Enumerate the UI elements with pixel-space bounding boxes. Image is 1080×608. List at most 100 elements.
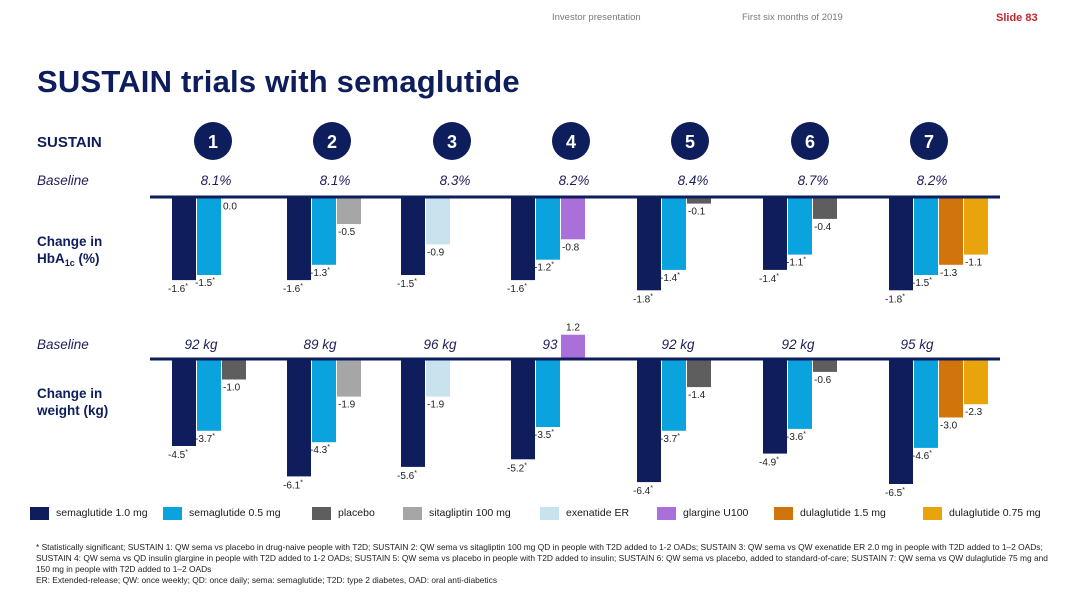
chart-svg: SUSTAIN 1 2 3 4 5 6 7 Baseline Baseline Change in H… xyxy=(36,122,1000,499)
weight-bar-glargine xyxy=(561,334,585,358)
trial-circle-2 xyxy=(313,122,351,160)
weight-bar-sema05 xyxy=(662,360,686,431)
hba1c-data-label: -1.3* xyxy=(310,267,330,279)
hba1c-baseline-value: 8.1% xyxy=(320,173,351,188)
legend-swatch xyxy=(774,506,793,520)
weight-bar-sitagliptin xyxy=(337,360,361,397)
row-label-sustain: SUSTAIN xyxy=(37,134,102,151)
weight-bar-placebo xyxy=(222,360,246,380)
weight-data-label: -3.7* xyxy=(660,433,680,445)
legend-item-sema10: semaglutide 1.0 mg xyxy=(30,504,148,522)
weight-data-label: -4.5* xyxy=(168,449,188,461)
weight-data-label: -3.6* xyxy=(786,431,806,443)
hba1c-bar-sema10 xyxy=(172,198,196,281)
legend-label: placebo xyxy=(338,507,375,519)
hba1c-bar-sema10 xyxy=(511,198,535,281)
trial-circle-3 xyxy=(433,122,471,160)
hba1c-bar-placebo xyxy=(813,198,837,219)
trial-circle-5 xyxy=(671,122,709,160)
trial-circle-4 xyxy=(552,122,590,160)
legend-label: dulaglutide 0.75 mg xyxy=(949,507,1041,519)
hba1c-data-label: -1.5* xyxy=(195,277,215,289)
weight-data-label: -5.2* xyxy=(507,462,527,474)
hba1c-baseline-value: 8.2% xyxy=(559,173,590,188)
hba1c-data-label: -1.4* xyxy=(660,272,680,284)
weight-baseline-value: 89 kg xyxy=(303,337,337,352)
hba1c-baseline-value: 8.3% xyxy=(440,173,471,188)
weight-bar-sema10 xyxy=(172,360,196,446)
weight-bar-sema10 xyxy=(763,360,787,454)
trial-number-4: 4 xyxy=(566,132,576,152)
weight-baseline-value: 92 kg xyxy=(781,337,815,352)
slide-number: Slide 83 xyxy=(996,12,1038,24)
legend-swatch xyxy=(657,506,676,520)
hba1c-baseline-value: 8.2% xyxy=(917,173,948,188)
weight-bar-sema10 xyxy=(889,360,913,484)
trial-circle-6 xyxy=(791,122,829,160)
hba1c-data-label: -1.1 xyxy=(965,258,983,269)
weight-data-label: -4.9* xyxy=(759,457,779,469)
weight-data-label: -1.0 xyxy=(223,383,241,394)
hba1c-data-label: -1.4* xyxy=(759,273,779,285)
weight-data-label: -6.1* xyxy=(283,479,303,491)
hba1c-data-label: 0.0 xyxy=(223,202,237,213)
trial-number-7: 7 xyxy=(924,132,934,152)
weight-data-label: -5.6* xyxy=(397,470,417,482)
header-period: First six months of 2019 xyxy=(742,12,843,23)
weight-change-label-line1: Change in xyxy=(37,386,102,401)
weight-data-label: -1.9 xyxy=(338,400,356,411)
weight-bar-sema10 xyxy=(511,360,535,460)
weight-bar-sema10 xyxy=(401,360,425,467)
weight-data-label: -6.5* xyxy=(885,487,905,499)
hba1c-data-label: -0.4 xyxy=(814,222,832,233)
weight-data-label: -3.5* xyxy=(534,429,554,441)
legend-swatch xyxy=(403,506,422,520)
hba1c-baseline-value: 8.7% xyxy=(798,173,829,188)
hba1c-data-label: -0.8 xyxy=(562,242,580,253)
weight-data-label: -1.9 xyxy=(427,400,445,411)
hba1c-bar-glargine xyxy=(561,198,585,240)
weight-change-label-line2: weight (kg) xyxy=(36,403,108,418)
hba1c-bar-placebo xyxy=(687,198,711,204)
legend-item-sitagliptin: sitagliptin 100 mg xyxy=(403,504,511,522)
trial-number-5: 5 xyxy=(685,132,695,152)
hba1c-baseline-value: 8.4% xyxy=(678,173,709,188)
hba1c-data-label: -1.2* xyxy=(534,262,554,274)
footnotes: * Statistically significant; SUSTAIN 1: … xyxy=(36,542,1061,586)
hba1c-data-label: -0.5 xyxy=(338,227,356,238)
trial-number-6: 6 xyxy=(805,132,815,152)
hba1c-data-label: -1.6* xyxy=(507,283,527,295)
weight-data-label: -2.3 xyxy=(965,407,983,418)
hba1c-change-label-line2: HbA1c (%) xyxy=(37,251,100,268)
legend-swatch xyxy=(30,506,49,520)
hba1c-data-label: -1.8* xyxy=(633,293,653,305)
legend-swatch xyxy=(540,506,559,520)
weight-baseline-value: 95 kg xyxy=(900,337,934,352)
weight-baseline-value: 96 kg xyxy=(423,337,457,352)
hba1c-data-label: -1.3 xyxy=(940,268,958,279)
hba1c-data-label: -1.8* xyxy=(885,293,905,305)
legend-item-exenatide: exenatide ER xyxy=(540,504,629,522)
hba1c-data-label: -0.9 xyxy=(427,247,445,258)
weight-bar-sema05 xyxy=(536,360,560,427)
page-title: SUSTAIN trials with semaglutide xyxy=(37,64,520,99)
hba1c-data-label: -1.6* xyxy=(283,283,303,295)
legend-label: dulaglutide 1.5 mg xyxy=(800,507,886,519)
weight-bar-sema10 xyxy=(637,360,661,483)
hba1c-data-label: -0.1 xyxy=(688,207,706,218)
legend-item-dula075: dulaglutide 0.75 mg xyxy=(923,504,1041,522)
legend-swatch xyxy=(923,506,942,520)
legend-swatch xyxy=(312,506,331,520)
hba1c-bar-sema10 xyxy=(637,198,661,291)
hba1c-bar-exenatide xyxy=(426,198,450,245)
weight-data-label: -3.7* xyxy=(195,433,215,445)
trial-number-2: 2 xyxy=(327,132,337,152)
legend-swatch xyxy=(163,506,182,520)
weight-data-label: 1.2 xyxy=(566,323,580,334)
hba1c-bar-sema10 xyxy=(763,198,787,270)
weight-data-label: -4.6* xyxy=(912,450,932,462)
hba1c-bar-sema05 xyxy=(536,198,560,260)
weight-data-label: -6.4* xyxy=(633,485,653,497)
weight-bar-sema05 xyxy=(788,360,812,429)
weight-bar-dula075 xyxy=(964,360,988,405)
